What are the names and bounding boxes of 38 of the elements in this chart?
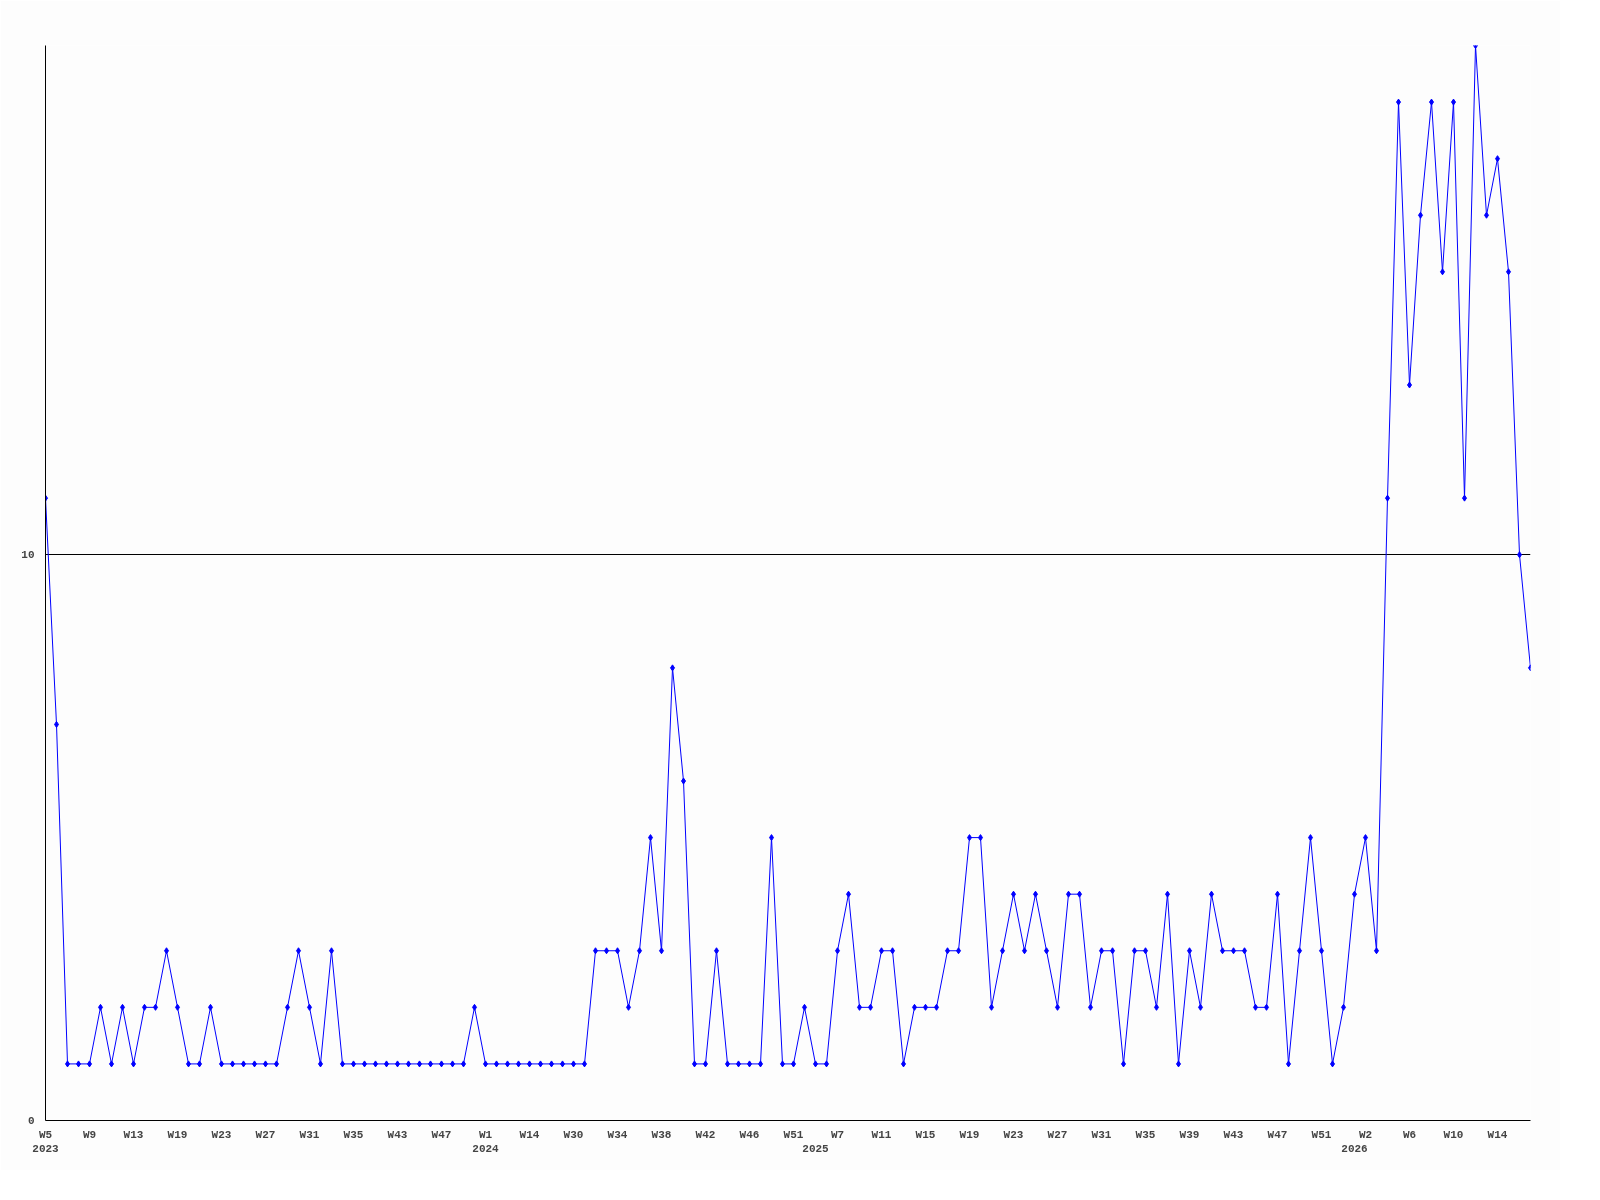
x-tick-label: W1 2024 <box>472 1128 500 1155</box>
x-tick-label: W9 <box>82 1128 97 1141</box>
x-tick-label: W2 <box>1358 1128 1373 1141</box>
x-tick-label: W31 <box>1091 1128 1112 1141</box>
y-tick-label: 10 <box>21 549 35 562</box>
x-tick-label: W19 <box>167 1128 188 1141</box>
x-tick-label: W14 <box>519 1128 540 1141</box>
x-tick-label: W47 <box>1267 1128 1288 1141</box>
x-tick-label: W7 <box>830 1128 845 1141</box>
x-tick-label: W19 <box>959 1128 980 1141</box>
x-tick-label: W51 <box>1311 1128 1332 1141</box>
x-tick-label: W46 <box>739 1128 760 1141</box>
x-tick-label: W27 <box>255 1128 276 1141</box>
x-tick-label: W15 <box>915 1128 936 1141</box>
x-tick-label: 2026 <box>1341 1142 1368 1155</box>
x-tick-label: W38 <box>651 1128 672 1141</box>
x-tick-label: W14 <box>1487 1128 1508 1141</box>
x-tick-label: W31 <box>299 1128 320 1141</box>
x-tick-label: 2025 <box>802 1142 830 1155</box>
y-tick-label: 0 <box>27 1115 35 1127</box>
x-tick-label: W23 <box>211 1128 232 1141</box>
x-tick-label: W39 <box>1179 1128 1200 1141</box>
x-tick-label: W6 <box>1402 1128 1417 1141</box>
x-tick-label: W10 <box>1443 1128 1464 1141</box>
x-tick-label: W11 <box>871 1128 892 1141</box>
x-tick-label: W47 <box>431 1128 452 1141</box>
x-tick-label: W35 <box>343 1128 364 1141</box>
x-tick-label: W23 <box>1003 1128 1024 1141</box>
x-tick-label: W30 <box>563 1128 584 1141</box>
x-tick-label: W35 <box>1135 1128 1156 1141</box>
x-tick-label: W42 <box>695 1128 716 1141</box>
x-tick-label: W13 <box>123 1128 144 1141</box>
x-tick-label: W5 2023 <box>32 1128 60 1155</box>
x-tick-label: W43 <box>387 1128 408 1141</box>
x-tick-label: W27 <box>1047 1128 1068 1141</box>
x-tick-label: W43 <box>1223 1128 1244 1141</box>
x-tick-label: W51 <box>783 1128 804 1141</box>
x-tick-label: W34 <box>607 1128 628 1141</box>
